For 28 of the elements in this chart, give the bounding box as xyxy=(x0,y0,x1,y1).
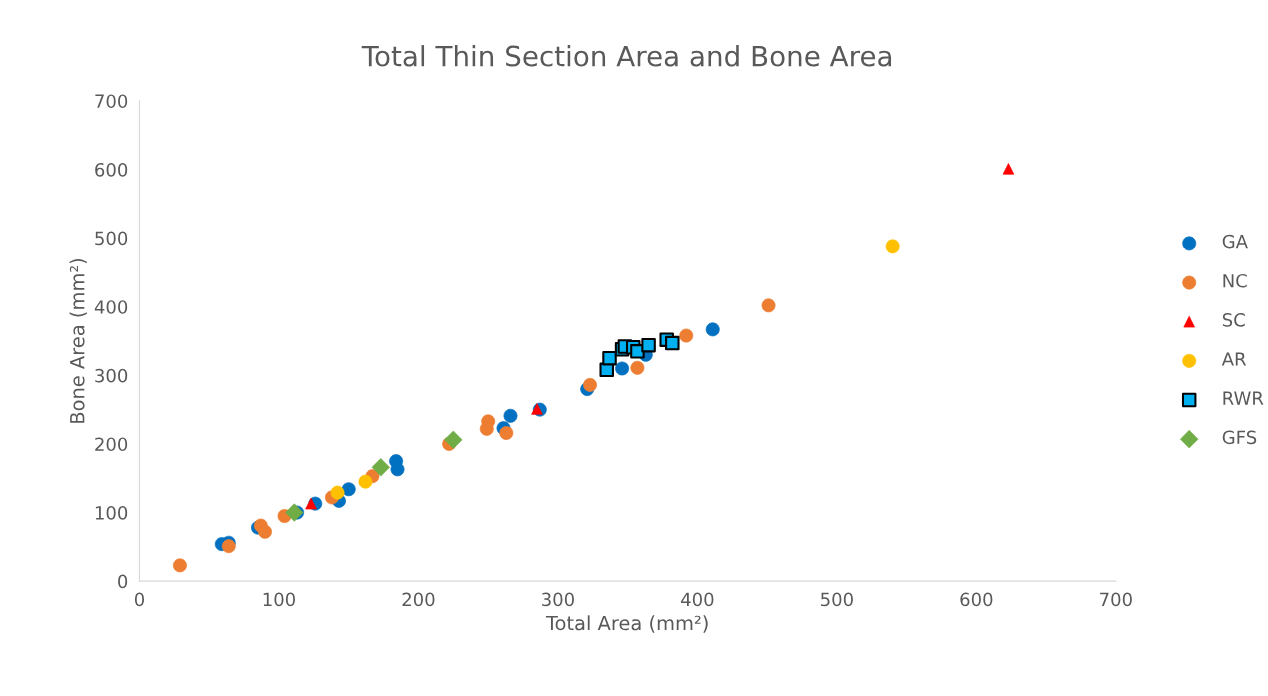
y-tick-label: 600 xyxy=(95,162,128,177)
y-axis-title: Bone Area (mm²) xyxy=(69,258,87,423)
legend-label: GA xyxy=(1222,234,1248,249)
y-tick-label: 200 xyxy=(95,437,128,452)
point xyxy=(602,350,617,366)
chart-title: Total Thin Section Area and Bone Area xyxy=(361,45,892,67)
legend-label: GFS xyxy=(1222,430,1257,445)
y-tick-label: 500 xyxy=(95,231,128,246)
point xyxy=(665,335,680,351)
x-axis-title: Total Area (mm²) xyxy=(545,615,708,633)
legend-label: AR xyxy=(1221,352,1247,366)
x-tick-label: 100 xyxy=(263,592,295,607)
legend-label: NC xyxy=(1223,273,1247,288)
legend-label: RWR xyxy=(1223,391,1264,405)
y-tick-label: 300 xyxy=(95,368,128,383)
legend-label: SC xyxy=(1222,313,1245,327)
x-tick-label: 200 xyxy=(402,592,435,607)
y-tick-label: 400 xyxy=(94,300,128,314)
x-tick-label: 0 xyxy=(134,592,145,607)
x-tick-label: 400 xyxy=(681,592,714,607)
y-tick-label: 700 xyxy=(95,94,128,109)
x-tick-label: 600 xyxy=(960,592,993,607)
x-tick-label: 500 xyxy=(821,592,853,607)
x-tick-label: 700 xyxy=(1100,592,1132,607)
point xyxy=(641,337,656,353)
y-tick-label: 0 xyxy=(118,574,128,589)
x-tick-label: 300 xyxy=(542,592,574,607)
y-tick-label: 100 xyxy=(95,506,128,520)
